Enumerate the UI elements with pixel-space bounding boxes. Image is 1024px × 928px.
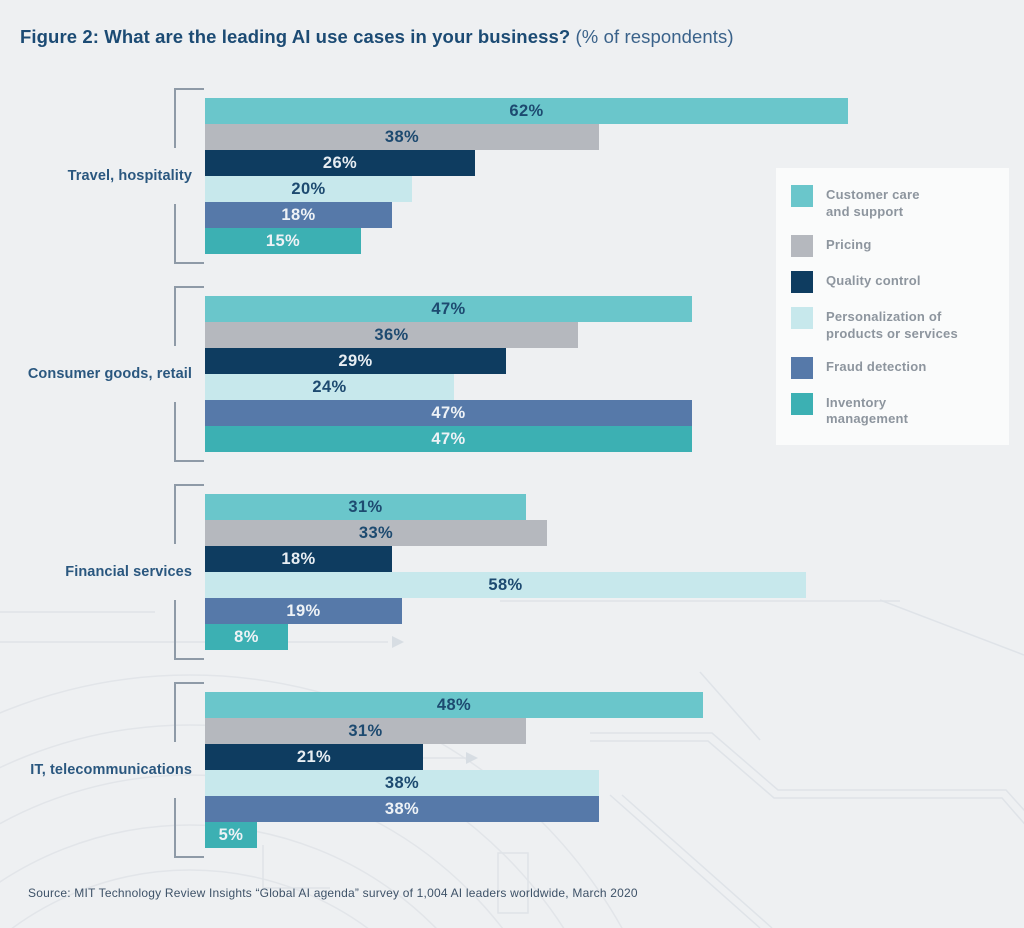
bar-fraud-detection-travel-hospitality: 18% [205, 202, 392, 228]
bar-personalization-of-products-or-services-consumer-goods-retail: 24% [205, 374, 454, 400]
bar-value-label: 47% [431, 299, 466, 318]
bar-customer-care-and-support-consumer-goods-retail: 47% [205, 296, 692, 322]
legend-label: Quality control [826, 272, 921, 288]
bar-value-label: 47% [431, 429, 466, 448]
bar-personalization-of-products-or-services-it-telecommunications: 38% [205, 770, 599, 796]
bar-pricing-financial-services: 33% [205, 520, 547, 546]
legend-item-pricing: Pricing [791, 234, 995, 257]
bar-value-label: 62% [509, 101, 544, 120]
category-group-financial-services: Financial services 31% 33% 18% 58% 19% 8% [0, 484, 1024, 660]
bar-stack-travel-hospitality: 62% 38% 26% 20% 18% 15% [205, 98, 1024, 254]
group-bracket-bottom [174, 204, 204, 264]
bar-value-label: 38% [384, 799, 420, 818]
legend-item-fraud-detection: Fraud detection [791, 356, 995, 379]
group-bracket-top [174, 682, 204, 742]
bar-value-label: 15% [265, 231, 301, 250]
legend-swatch-icon [791, 234, 813, 257]
bar-value-label: 38% [384, 127, 420, 146]
legend-item-quality-control: Quality control [791, 270, 995, 293]
legend-item-inventory-management: Inventory management [791, 392, 995, 429]
bar-inventory-management-financial-services: 8% [205, 624, 288, 650]
category-label-financial-services: Financial services [65, 564, 192, 580]
bar-value-label: 31% [348, 497, 383, 516]
legend-swatch-icon [791, 356, 813, 379]
group-bracket-bottom [174, 798, 204, 858]
bar-quality-control-travel-hospitality: 26% [205, 150, 475, 176]
bar-value-label: 47% [431, 403, 466, 422]
bar-inventory-management-consumer-goods-retail: 47% [205, 426, 692, 452]
legend-label: Customer care and support [826, 187, 920, 219]
bar-value-label: 36% [374, 325, 409, 344]
bar-quality-control-consumer-goods-retail: 29% [205, 348, 506, 374]
legend-swatch-icon [791, 306, 813, 329]
bar-value-label: 48% [436, 695, 472, 714]
legend-swatch-icon [791, 185, 813, 207]
figure-title-subtitle: (% of respondents) [575, 26, 734, 47]
legend-item-personalization-of-products-or-services: Personalization of products or services [791, 306, 995, 343]
group-bracket-top [174, 484, 204, 544]
bar-value-label: 5% [218, 825, 244, 844]
bar-value-label: 24% [312, 377, 347, 396]
bar-personalization-of-products-or-services-financial-services: 58% [205, 572, 806, 598]
source-note: Source: MIT Technology Review Insights “… [28, 886, 638, 900]
bar-value-label: 31% [348, 721, 383, 740]
bar-value-label: 19% [286, 601, 321, 620]
bar-value-label: 26% [322, 153, 358, 172]
bar-pricing-it-telecommunications: 31% [205, 718, 526, 744]
category-label-it-telecommunications: IT, telecommunications [30, 762, 192, 778]
category-label-consumer-goods-retail: Consumer goods, retail [27, 366, 192, 382]
bar-pricing-consumer-goods-retail: 36% [205, 322, 578, 348]
chart-legend: Customer care and support Pricing Quality … [776, 168, 1009, 446]
bar-personalization-of-products-or-services-travel-hospitality: 20% [205, 176, 412, 202]
legend-label: Inventory management [826, 394, 909, 427]
bar-quality-control-it-telecommunications: 21% [205, 744, 423, 770]
group-bracket-bottom [174, 402, 204, 462]
bar-value-label: 21% [296, 747, 332, 766]
bar-fraud-detection-it-telecommunications: 38% [205, 796, 599, 822]
bar-customer-care-and-support-financial-services: 31% [205, 494, 526, 520]
figure-title: Figure 2: What are the leading AI use ca… [20, 26, 734, 48]
group-bracket-top [174, 88, 204, 148]
bar-fraud-detection-financial-services: 19% [205, 598, 402, 624]
category-group-consumer-goods-retail: Consumer goods, retail 47% 36% 29% 24% 47% 47% [0, 286, 1024, 462]
legend-item-customer-care-and-support: Customer care and support [791, 185, 995, 221]
bar-stack-consumer-goods-retail: 47% 36% 29% 24% 47% 47% [205, 296, 1024, 452]
category-group-it-telecommunications: IT, telecommunications 48% 31% 21% 38% 38% 5% [0, 682, 1024, 858]
legend-label: Fraud detection [826, 358, 927, 374]
bar-stack-financial-services: 31% 33% 18% 58% 19% 8% [205, 494, 1024, 650]
bar-value-label: 20% [291, 179, 326, 198]
group-bracket-bottom [174, 600, 204, 660]
category-group-travel-hospitality: Travel, hospitality 62% 38% 26% 20% 18% 15% [0, 88, 1024, 264]
bar-value-label: 18% [281, 205, 316, 224]
bar-value-label: 33% [358, 523, 394, 542]
bar-value-label: 38% [384, 773, 420, 792]
bar-stack-it-telecommunications: 48% 31% 21% 38% 38% 5% [205, 692, 1024, 848]
bar-value-label: 29% [338, 351, 373, 370]
legend-label: Personalization of products or services [826, 308, 958, 341]
bar-value-label: 58% [488, 575, 523, 594]
bar-fraud-detection-consumer-goods-retail: 47% [205, 400, 692, 426]
bar-customer-care-and-support-it-telecommunications: 48% [205, 692, 703, 718]
bar-inventory-management-travel-hospitality: 15% [205, 228, 361, 254]
legend-swatch-icon [791, 392, 813, 415]
bar-customer-care-and-support-travel-hospitality: 62% [205, 98, 848, 124]
category-label-travel-hospitality: Travel, hospitality [67, 168, 192, 184]
group-bracket-top [174, 286, 204, 346]
legend-label: Pricing [826, 236, 872, 252]
bar-value-label: 8% [234, 627, 259, 646]
figure-title-main: Figure 2: What are the leading AI use ca… [20, 26, 571, 47]
bar-quality-control-financial-services: 18% [205, 546, 392, 572]
bar-pricing-travel-hospitality: 38% [205, 124, 599, 150]
legend-swatch-icon [791, 270, 813, 293]
bar-inventory-management-it-telecommunications: 5% [205, 822, 257, 848]
bar-value-label: 18% [281, 549, 316, 568]
